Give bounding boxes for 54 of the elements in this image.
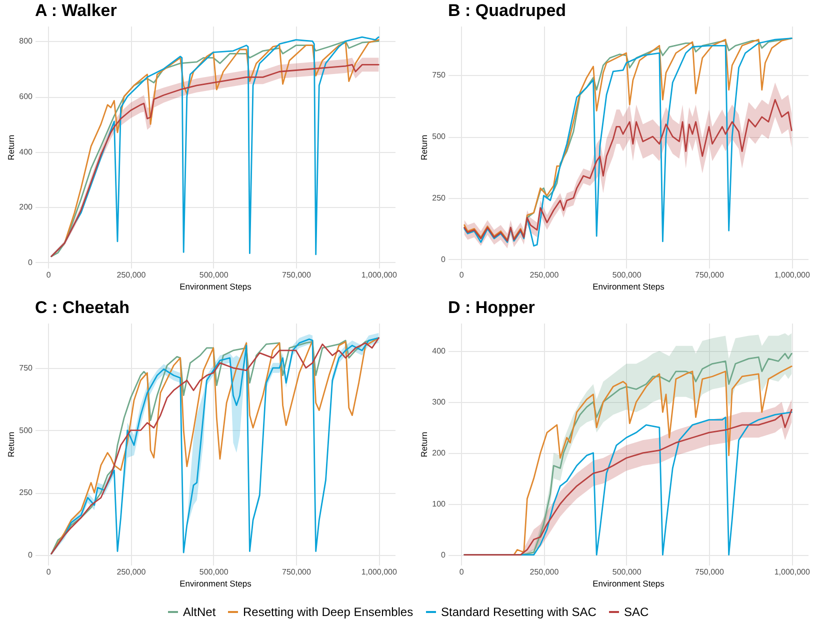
x-tick-label: 750,000 [282,568,312,576]
x-tick-label: 750,000 [695,270,724,280]
x-tick-label: 500,000 [199,568,229,576]
x-tick-label: 1,000,000 [774,270,810,280]
x-tick-label: 1,000,000 [774,568,810,576]
x-tick-label: 250,000 [116,270,146,280]
y-tick-label: 100 [432,499,446,508]
x-tick-label: 250,000 [530,270,560,280]
y-tick-label: 300 [432,397,446,406]
y-tick-label: 0 [28,550,34,560]
y-tick-label: 0 [441,550,446,560]
legend-label: Standard Resetting with SAC [441,605,597,619]
y-tick-label: 0 [441,254,446,264]
x-tick-label: 500,000 [199,270,229,280]
x-tick-label: 250,000 [530,568,560,576]
chart-title: A : Walker [35,1,118,20]
x-tick-label: 750,000 [282,270,312,280]
legend-label: AltNet [183,605,216,619]
y-axis-title: Return [419,134,430,160]
x-tick-label: 750,000 [695,568,724,576]
y-tick-label: 200 [19,202,34,212]
y-axis-title: Return [419,431,430,458]
x-tick-label: 0 [459,568,464,576]
x-tick-label: 500,000 [612,568,642,576]
y-tick-label: 400 [432,346,446,356]
y-tick-label: 750 [19,363,34,372]
x-axis-title: Environment Steps [180,282,252,292]
x-tick-label: 0 [459,270,464,280]
y-tick-label: 0 [28,258,34,267]
x-tick-label: 500,000 [612,270,642,280]
x-tick-label: 250,000 [116,568,146,576]
y-axis-title: Return [6,134,16,160]
y-tick-label: 500 [432,132,446,142]
legend-label: SAC [624,605,650,619]
y-axis-title: Return [6,431,16,458]
legend-label: Resetting with Deep Ensembles [243,605,414,619]
y-tick-label: 200 [432,448,446,458]
x-axis-title: Environment Steps [180,578,252,588]
x-axis-title: Environment Steps [592,578,664,588]
y-tick-label: 400 [19,147,34,156]
y-tick-label: 750 [432,70,446,80]
x-tick-label: 0 [46,270,52,280]
x-tick-label: 1,000,000 [361,270,398,280]
y-tick-label: 600 [19,92,34,102]
x-tick-label: 1,000,000 [361,568,398,576]
chart-title: C : Cheetah [35,298,130,317]
x-tick-label: 0 [46,568,52,576]
y-tick-label: 500 [19,426,34,435]
y-tick-label: 250 [432,193,446,202]
y-tick-label: 250 [19,488,34,498]
chart-title: D : Hopper [448,298,536,317]
chart-title: B : Quadruped [448,1,566,20]
x-axis-title: Environment Steps [592,282,664,292]
y-tick-label: 800 [19,36,34,46]
